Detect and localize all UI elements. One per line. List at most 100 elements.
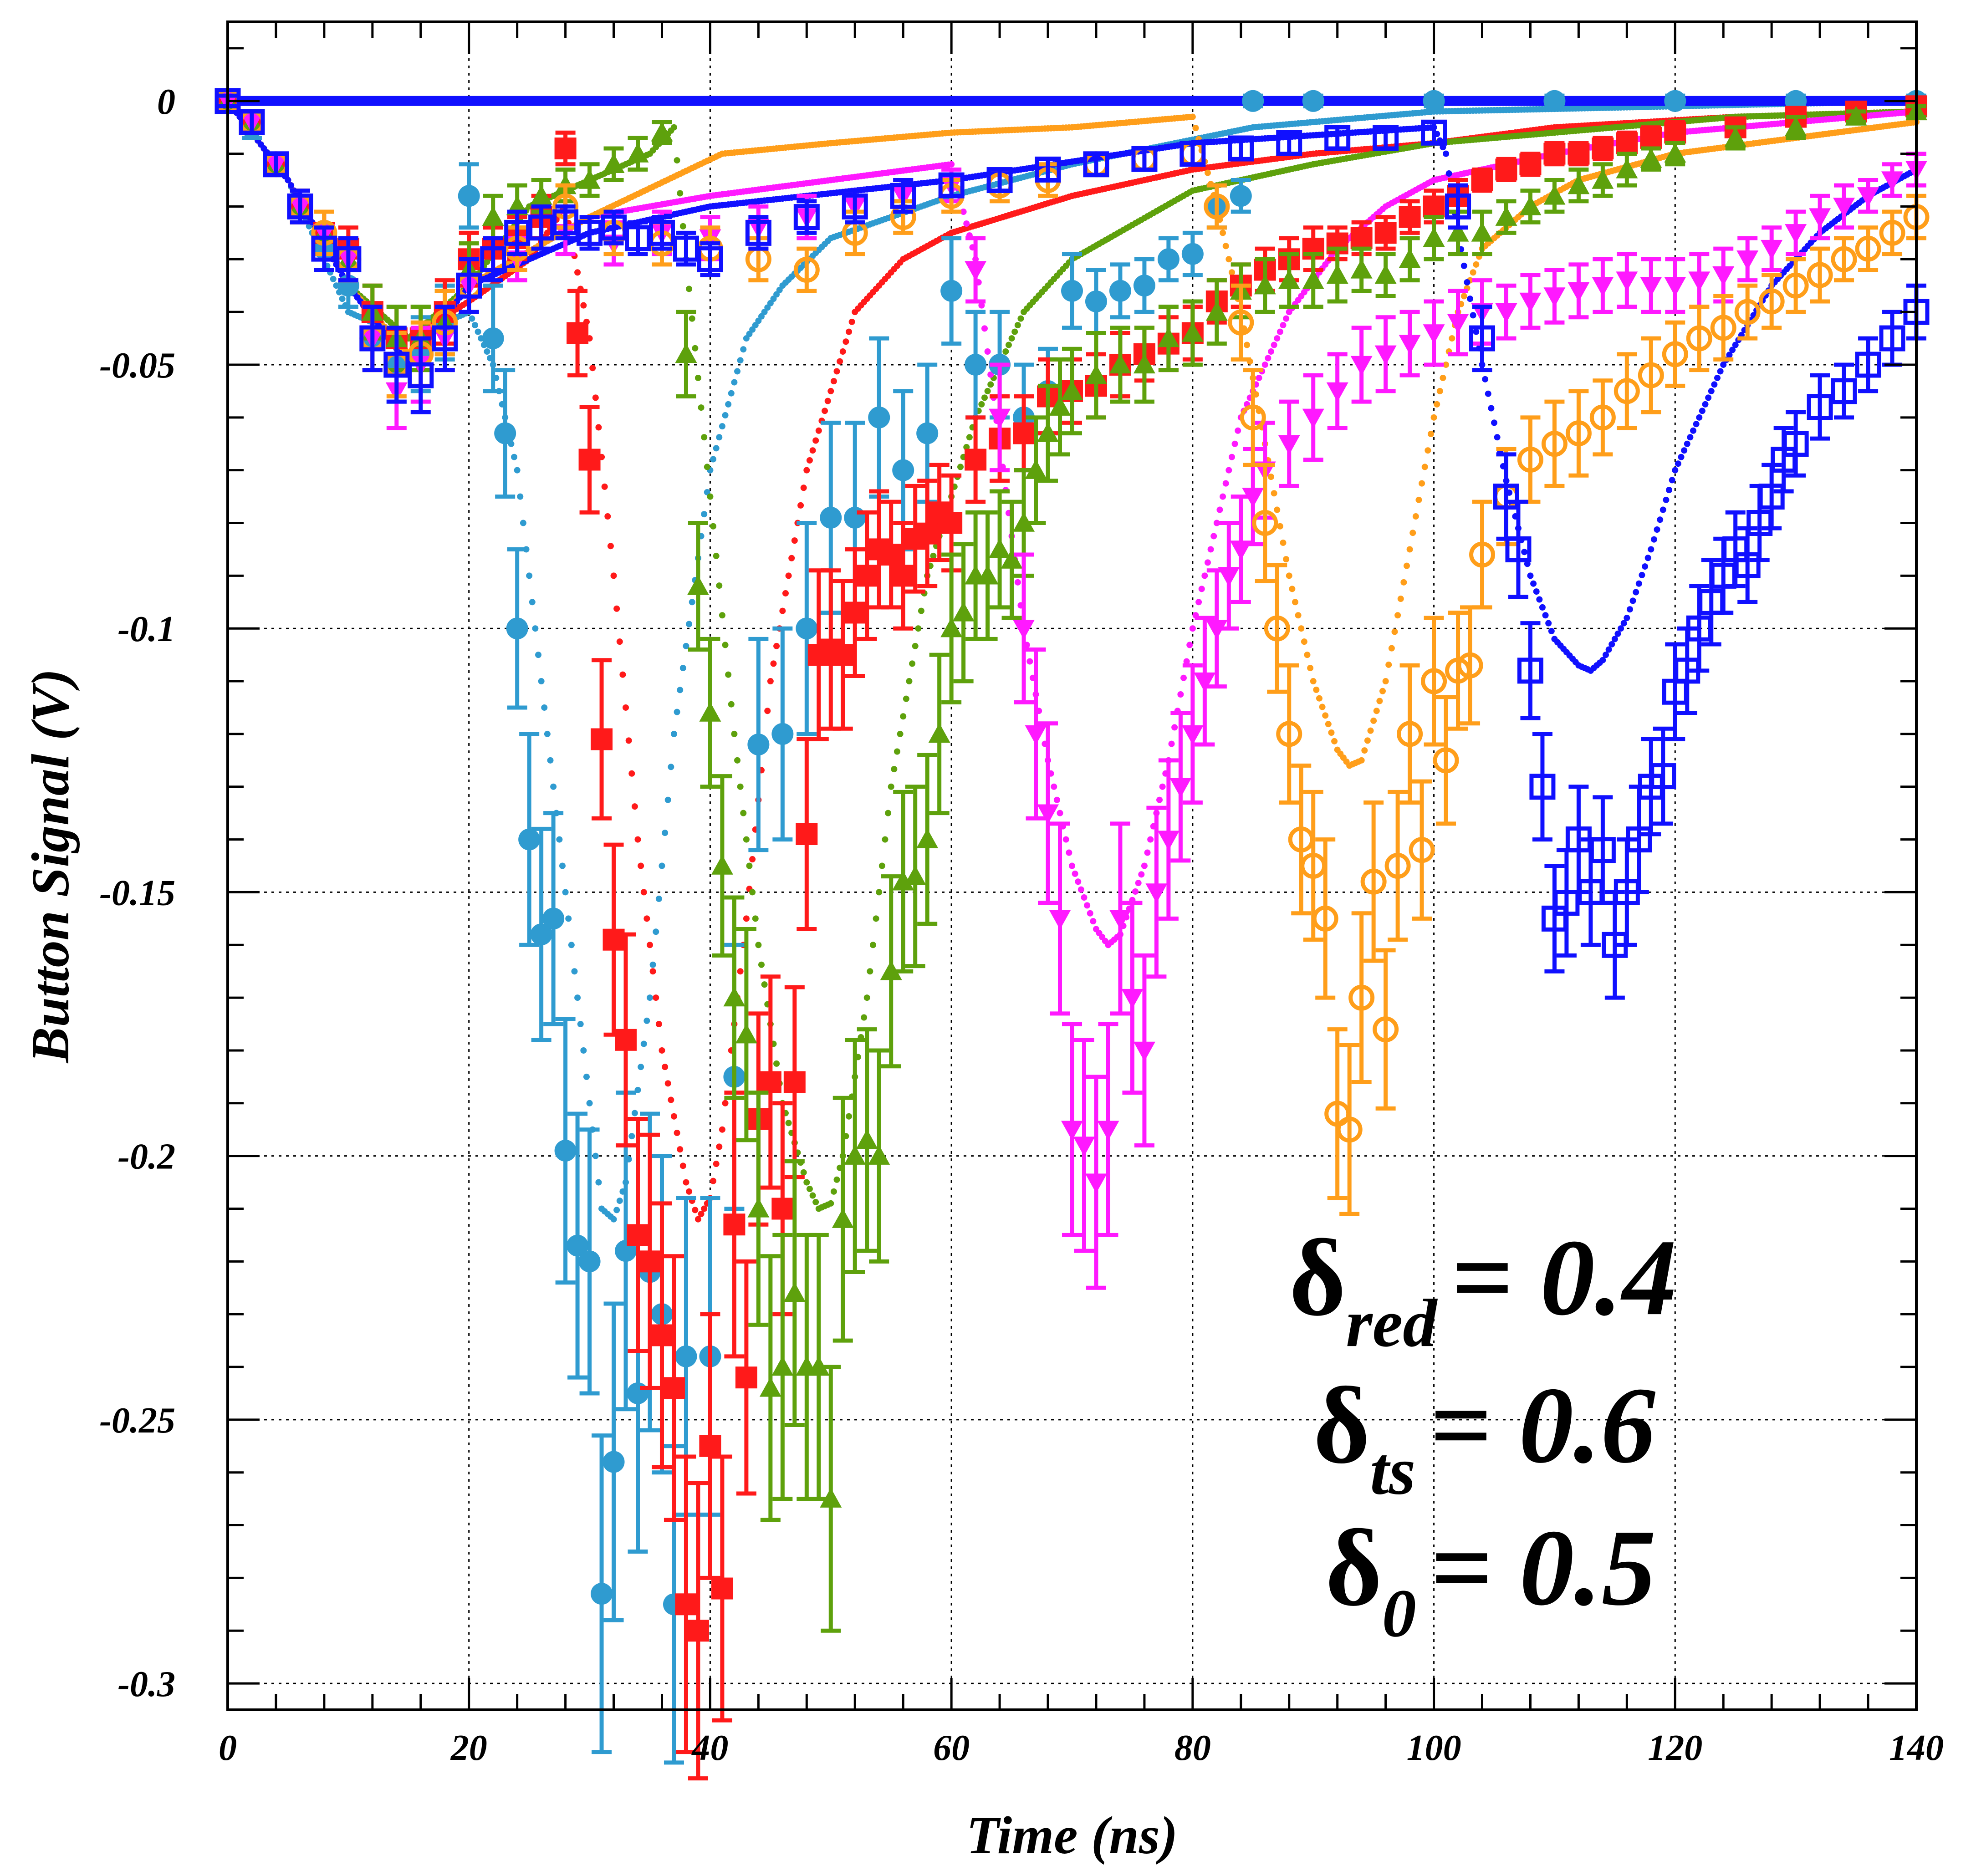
data-point xyxy=(1761,225,1783,272)
data-point xyxy=(735,1259,757,1496)
marker xyxy=(1169,778,1192,798)
data-point xyxy=(554,1016,577,1285)
curve-mark xyxy=(653,928,659,935)
curve-mark xyxy=(1666,487,1673,494)
curve-mark xyxy=(1304,652,1311,658)
curve-mark xyxy=(713,445,720,452)
curve-mark xyxy=(683,1179,689,1186)
data-point xyxy=(820,1365,842,1633)
curve-mark xyxy=(861,1014,868,1021)
marker xyxy=(1568,174,1590,194)
marker xyxy=(892,871,914,891)
curve-mark xyxy=(785,572,792,579)
curve-mark xyxy=(1542,612,1549,619)
marker xyxy=(1061,380,1083,400)
curve-mark xyxy=(1283,556,1290,563)
marker xyxy=(1543,143,1566,165)
curve-mark xyxy=(1231,440,1238,447)
curve-mark xyxy=(1373,708,1380,714)
curve-mark xyxy=(1168,740,1175,747)
curve-mark xyxy=(1057,810,1063,816)
marker xyxy=(639,1250,661,1273)
curve-mark xyxy=(1379,688,1386,694)
marker xyxy=(1242,488,1264,508)
curve-mark xyxy=(1364,737,1371,744)
curve-mark xyxy=(288,182,295,189)
marker xyxy=(1049,910,1071,930)
data-point xyxy=(1037,721,1059,905)
data-point xyxy=(783,985,806,1179)
curve-mark xyxy=(1608,641,1615,647)
curve-mark xyxy=(683,642,689,649)
data-point xyxy=(651,120,673,145)
curve-mark xyxy=(731,730,738,737)
data-point xyxy=(856,510,878,641)
curve-mark xyxy=(957,464,964,470)
marker xyxy=(1121,989,1144,1009)
curve-mark xyxy=(643,915,650,922)
data-point xyxy=(554,130,577,167)
marker xyxy=(542,907,565,930)
data-point xyxy=(1374,315,1397,393)
curve-mark xyxy=(1729,347,1736,353)
curve-mark xyxy=(1397,596,1404,602)
marker xyxy=(1157,248,1180,270)
curve-mark xyxy=(1283,315,1290,322)
curve-mark xyxy=(649,968,656,975)
marker xyxy=(1302,269,1324,289)
marker xyxy=(1133,275,1155,297)
curve-mark xyxy=(1087,910,1093,917)
curve-mark xyxy=(610,1216,617,1223)
curve-mark xyxy=(677,190,684,197)
curve-mark xyxy=(1159,783,1166,790)
curve-mark xyxy=(686,1188,693,1195)
curve-mark xyxy=(1084,902,1091,909)
curve-mark xyxy=(701,434,708,441)
curve-mark xyxy=(1684,440,1690,447)
curve-mark xyxy=(686,285,693,292)
marker xyxy=(1712,266,1735,286)
curve-mark xyxy=(1415,496,1422,503)
data-point xyxy=(1616,130,1638,156)
curve-mark xyxy=(1533,588,1540,595)
curve-mark xyxy=(1376,698,1383,704)
curve-mark xyxy=(1464,279,1471,285)
data-point xyxy=(940,236,963,346)
curve-mark xyxy=(668,1096,674,1103)
curve-mark xyxy=(339,296,346,302)
curve-mark xyxy=(1289,586,1296,592)
marker xyxy=(627,143,649,163)
data-point xyxy=(567,289,589,377)
curve-mark xyxy=(710,523,717,530)
data-point xyxy=(1809,194,1831,240)
marker xyxy=(1133,353,1155,374)
data-point xyxy=(1097,1022,1119,1237)
marker xyxy=(1013,422,1035,444)
marker xyxy=(1664,277,1686,297)
data-point xyxy=(494,368,516,499)
curve-mark xyxy=(547,757,554,764)
curve-mark xyxy=(1678,454,1685,460)
marker xyxy=(1471,169,1493,191)
data-point xyxy=(1278,399,1300,488)
curve-mark xyxy=(800,484,807,491)
curve-mark xyxy=(878,862,885,869)
curve-mark xyxy=(659,1047,665,1054)
curve-mark xyxy=(574,269,581,276)
marker xyxy=(1399,335,1421,355)
curve-mark xyxy=(580,1047,587,1054)
curve-mark xyxy=(779,607,786,614)
marker xyxy=(1592,138,1614,160)
curve-mark xyxy=(595,1179,602,1186)
marker xyxy=(735,1024,757,1044)
marker xyxy=(1205,620,1228,640)
marker xyxy=(1640,277,1662,297)
marker xyxy=(1616,271,1638,291)
marker xyxy=(1085,290,1107,312)
curve-mark xyxy=(638,862,644,869)
curve-mark xyxy=(698,1211,705,1218)
data-point xyxy=(578,405,601,515)
curve-mark xyxy=(1367,727,1374,734)
marker xyxy=(675,343,697,363)
curve-mark xyxy=(616,1198,623,1204)
